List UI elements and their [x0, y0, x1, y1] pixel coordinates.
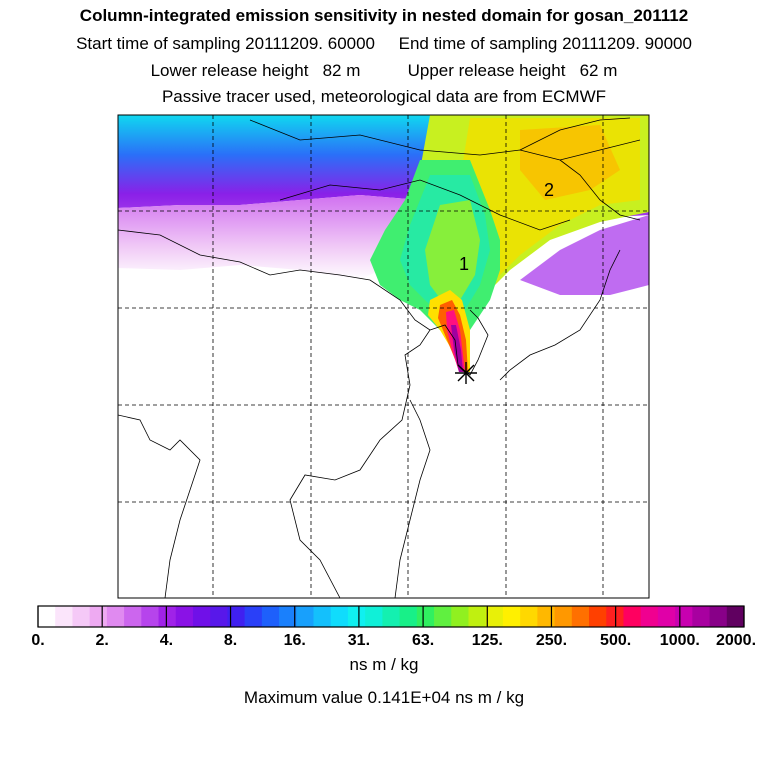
colorbar-cell	[330, 606, 349, 627]
coastlines	[118, 117, 641, 598]
sensitivity-band-purple	[118, 195, 430, 280]
colorbar-cell	[313, 606, 332, 627]
colorbar-tick-label: 4.	[159, 632, 174, 649]
colorbar-cell	[640, 606, 659, 627]
colorbar-cell	[261, 606, 280, 627]
colorbar-cell	[141, 606, 160, 627]
sampling-time-line: Start time of sampling 20111209. 60000 E…	[76, 34, 692, 53]
colorbar-units: ns m / kg	[349, 655, 419, 674]
region-label-1: 1	[459, 254, 470, 274]
colorbar-cell	[38, 606, 56, 627]
colorbar-cell	[623, 606, 642, 627]
colorbar-cell	[537, 606, 556, 627]
colorbar-cell	[589, 606, 607, 627]
colorbar-cell	[399, 606, 418, 627]
colorbar-cell	[554, 606, 573, 627]
colorbar-cell	[210, 606, 228, 627]
map-field	[118, 115, 649, 598]
colorbar-cell	[502, 606, 521, 627]
colorbar-cell	[709, 606, 728, 627]
colorbar-cell	[227, 606, 246, 627]
tracer-info-line: Passive tracer used, meteorological data…	[161, 87, 607, 106]
receptor-marker-icon	[455, 362, 477, 384]
plot-title: Column-integrated emission sensitivity i…	[79, 6, 689, 25]
colorbar-cell	[89, 606, 108, 627]
colorbar-cell	[72, 606, 91, 627]
release-height-line: Lower release height 82 m Upper release …	[150, 61, 618, 80]
colorbar-cell	[434, 606, 452, 627]
colorbar-tick-label: 2.	[95, 632, 109, 649]
colorbar-cell	[296, 606, 315, 627]
colorbar-cell	[692, 606, 711, 627]
colorbar-cell	[347, 606, 366, 627]
colorbar-cell	[192, 606, 211, 627]
colorbar-cell	[726, 606, 745, 627]
colorbar-tick-label: 1000.	[659, 632, 700, 649]
colorbar-tick-label: 16.	[283, 632, 306, 649]
colorbar-cell	[416, 606, 435, 627]
colorbar-cell	[485, 606, 504, 627]
colorbar-cell	[365, 606, 383, 627]
colorbar-cell	[279, 606, 297, 627]
region-label-2: 2	[544, 180, 555, 200]
colorbar-cell	[520, 606, 538, 627]
colorbar-tick-label: 63.	[411, 632, 435, 649]
colorbar-tick-label: 0.	[31, 632, 45, 649]
colorbar	[37, 605, 745, 628]
colorbar-tick-label: 2000.	[715, 632, 757, 649]
sensitivity-band-east	[520, 215, 649, 295]
colorbar-tick-label: 8.	[223, 632, 238, 649]
colorbar-tick-label: 500.	[600, 632, 632, 649]
map-grid	[118, 115, 649, 598]
colorbar-cell	[124, 606, 142, 627]
colorbar-cell	[571, 606, 590, 627]
maximum-value: Maximum value 0.141E+04 ns m / kg	[243, 688, 525, 707]
colorbar-cell	[451, 606, 469, 627]
colorbar-cell	[657, 606, 676, 627]
colorbar-cell	[158, 606, 177, 627]
colorbar-cell	[382, 606, 401, 627]
colorbar-tick-label: 125.	[471, 632, 503, 649]
colorbar-cell	[175, 606, 194, 627]
colorbar-cell	[675, 606, 693, 627]
colorbar-cell	[244, 606, 263, 627]
colorbar-cell	[55, 606, 73, 627]
colorbar-tick-label: 250.	[535, 632, 568, 649]
colorbar-cell	[106, 606, 125, 627]
colorbar-tick-label: 31.	[347, 632, 371, 649]
map-frame	[117, 114, 650, 599]
colorbar-cell	[468, 606, 487, 627]
colorbar-cells	[38, 606, 745, 627]
